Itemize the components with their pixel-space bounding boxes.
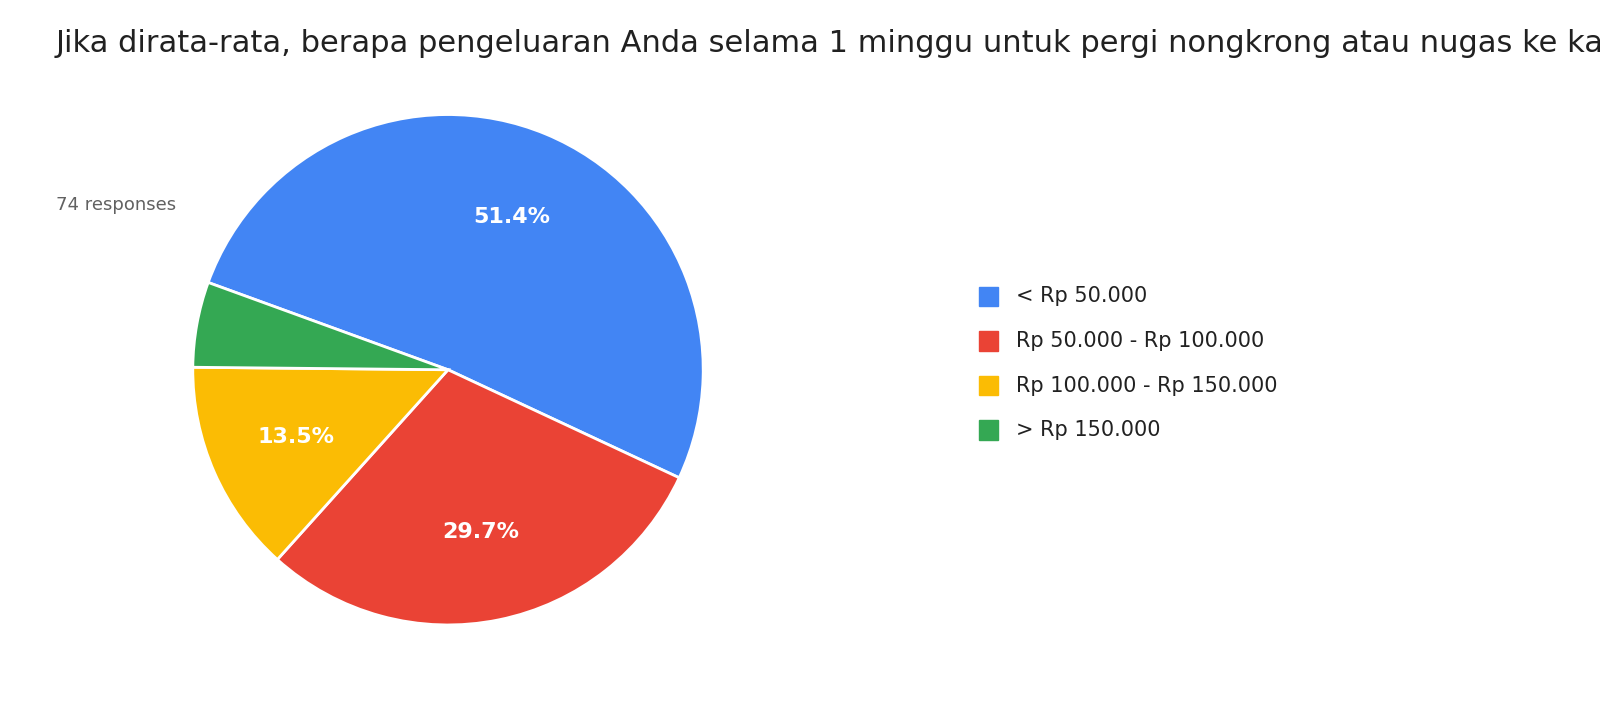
Wedge shape [277,370,680,625]
Text: 13.5%: 13.5% [258,426,334,447]
Legend: < Rp 50.000, Rp 50.000 - Rp 100.000, Rp 100.000 - Rp 150.000, > Rp 150.000: < Rp 50.000, Rp 50.000 - Rp 100.000, Rp … [971,276,1286,449]
Wedge shape [194,283,448,370]
Text: 74 responses: 74 responses [56,196,176,214]
Text: 29.7%: 29.7% [443,522,520,542]
Wedge shape [192,368,448,560]
Text: Jika dirata-rata, berapa pengeluaran Anda selama 1 minggu untuk pergi nongkrong : Jika dirata-rata, berapa pengeluaran And… [56,29,1600,58]
Text: 51.4%: 51.4% [474,207,550,226]
Wedge shape [208,115,704,478]
